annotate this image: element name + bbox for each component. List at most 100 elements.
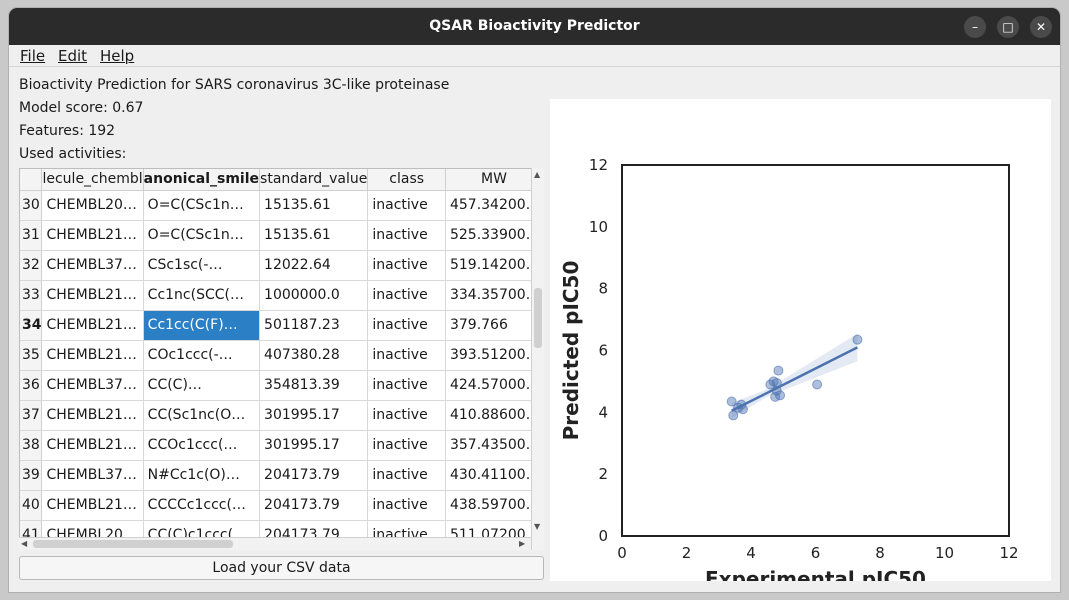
table-row[interactable]: 33 CHEMBL21… Cc1nc(SCC(… 1000000.0 inactive 3…: [20, 280, 543, 311]
cell-mw[interactable]: 424.57000…: [445, 370, 543, 401]
load-csv-button[interactable]: Load your CSV data: [19, 556, 544, 580]
menu-file[interactable]: File: [20, 47, 46, 65]
cell-class[interactable]: inactive: [367, 430, 446, 461]
cell-smiles[interactable]: CCOc1ccc(…: [143, 430, 261, 461]
table-row[interactable]: 37 CHEMBL21… CC(Sc1nc(O… 301995.17 inactive 4…: [20, 400, 543, 431]
cell-class[interactable]: inactive: [367, 460, 446, 491]
row-number[interactable]: 35: [20, 340, 43, 371]
cell-standard-value[interactable]: 501187.23: [259, 310, 369, 341]
row-number[interactable]: 38: [20, 430, 43, 461]
row-number[interactable]: 30: [20, 190, 43, 221]
column-header-molecule-id[interactable]: lecule_chembl: [41, 169, 144, 191]
cell-standard-value[interactable]: 301995.17: [259, 430, 369, 461]
close-icon[interactable]: ✕: [1030, 16, 1052, 38]
table-row[interactable]: 30 CHEMBL20… O=C(CSc1n… 15135.61 inactive 457…: [20, 190, 543, 221]
cell-molecule-id[interactable]: CHEMBL21…: [41, 490, 144, 521]
cell-class[interactable]: inactive: [367, 220, 446, 251]
cell-mw[interactable]: 357.43500…: [445, 430, 543, 461]
cell-smiles[interactable]: Cc1nc(SCC(…: [143, 280, 261, 311]
cell-standard-value[interactable]: 354813.39: [259, 370, 369, 401]
cell-standard-value[interactable]: 204173.79: [259, 490, 369, 521]
column-header-standard-value[interactable]: standard_value: [259, 169, 369, 191]
cell-molecule-id[interactable]: CHEMBL21…: [41, 340, 144, 371]
row-number[interactable]: 37: [20, 400, 43, 431]
cell-mw[interactable]: 519.14200…: [445, 250, 543, 281]
cell-smiles[interactable]: CSc1sc(-…: [143, 250, 261, 281]
cell-class[interactable]: inactive: [367, 340, 446, 371]
cell-class[interactable]: inactive: [367, 310, 446, 341]
cell-mw[interactable]: 379.766: [445, 310, 543, 341]
cell-standard-value[interactable]: 1000000.0: [259, 280, 369, 311]
cell-class[interactable]: inactive: [367, 250, 446, 281]
minimize-icon[interactable]: –: [964, 16, 986, 38]
cell-class[interactable]: inactive: [367, 190, 446, 221]
cell-molecule-id[interactable]: CHEMBL37…: [41, 250, 144, 281]
cell-molecule-id[interactable]: CHEMBL21…: [41, 310, 144, 341]
horizontal-scrollbar[interactable]: ◀ ▶: [19, 537, 531, 550]
vertical-scroll-thumb[interactable]: [534, 288, 542, 348]
table-row[interactable]: 39 CHEMBL37… N#Cc1c(O)… 204173.79 inactive 43…: [20, 460, 543, 491]
cell-mw[interactable]: 393.51200…: [445, 340, 543, 371]
cell-smiles[interactable]: CCCCc1ccc(…: [143, 490, 261, 521]
cell-molecule-id[interactable]: CHEMBL21…: [41, 430, 144, 461]
data-table[interactable]: lecule_chembl anonical_smile standard_va…: [20, 169, 543, 549]
scroll-right-icon[interactable]: ▶: [519, 539, 526, 548]
row-number[interactable]: 34: [20, 310, 43, 341]
cell-standard-value[interactable]: 204173.79: [259, 460, 369, 491]
table-row[interactable]: 36 CHEMBL37… CC(C)… 354813.39 inactive 424.57…: [20, 370, 543, 401]
cell-smiles[interactable]: O=C(CSc1n…: [143, 190, 261, 221]
menu-help[interactable]: Help: [100, 47, 135, 65]
table-row[interactable]: 32 CHEMBL37… CSc1sc(-… 12022.64 inactive 519.…: [20, 250, 543, 281]
cell-mw[interactable]: 410.88600…: [445, 400, 543, 431]
cell-standard-value[interactable]: 15135.61: [259, 190, 369, 221]
cell-mw[interactable]: 430.41100…: [445, 460, 543, 491]
row-number[interactable]: 39: [20, 460, 43, 491]
cell-mw[interactable]: 525.33900…: [445, 220, 543, 251]
table-row[interactable]: 34 CHEMBL21… Cc1cc(C(F)… 501187.23 inactive 3…: [20, 310, 543, 341]
cell-smiles[interactable]: COc1ccc(-…: [143, 340, 261, 371]
cell-standard-value[interactable]: 407380.28: [259, 340, 369, 371]
scroll-down-icon[interactable]: ▼: [534, 522, 541, 531]
cell-molecule-id[interactable]: CHEMBL21…: [41, 280, 144, 311]
cell-class[interactable]: inactive: [367, 280, 446, 311]
cell-molecule-id[interactable]: CHEMBL20…: [41, 190, 144, 221]
row-number[interactable]: 36: [20, 370, 43, 401]
row-number[interactable]: 33: [20, 280, 43, 311]
column-header-class[interactable]: class: [367, 169, 446, 191]
cell-mw[interactable]: 334.35700…: [445, 280, 543, 311]
cell-molecule-id[interactable]: CHEMBL37…: [41, 460, 144, 491]
cell-molecule-id[interactable]: CHEMBL21…: [41, 400, 144, 431]
cell-class[interactable]: inactive: [367, 370, 446, 401]
menu-edit[interactable]: Edit: [58, 47, 88, 65]
cell-mw[interactable]: 438.59700…: [445, 490, 543, 521]
row-number[interactable]: 31: [20, 220, 43, 251]
row-number[interactable]: 32: [20, 250, 43, 281]
cell-molecule-id[interactable]: CHEMBL37…: [41, 370, 144, 401]
cell-smiles[interactable]: O=C(CSc1n…: [143, 220, 261, 251]
table-row[interactable]: 38 CHEMBL21… CCOc1ccc(… 301995.17 inactive 35…: [20, 430, 543, 461]
vertical-scrollbar[interactable]: ▲ ▼: [531, 168, 544, 550]
cell-smiles[interactable]: N#Cc1c(O)…: [143, 460, 261, 491]
cell-class[interactable]: inactive: [367, 490, 446, 521]
scroll-left-icon[interactable]: ◀: [21, 539, 28, 548]
activities-table[interactable]: lecule_chembl anonical_smile standard_va…: [19, 168, 544, 550]
corner-header[interactable]: [20, 169, 43, 191]
column-header-smiles[interactable]: anonical_smile: [143, 169, 261, 191]
cell-standard-value[interactable]: 12022.64: [259, 250, 369, 281]
cell-smiles[interactable]: CC(C)…: [143, 370, 261, 401]
horizontal-scroll-thumb[interactable]: [33, 540, 233, 548]
table-row[interactable]: 40 CHEMBL21… CCCCc1ccc(… 204173.79 inactive 4…: [20, 490, 543, 521]
cell-molecule-id[interactable]: CHEMBL21…: [41, 220, 144, 251]
column-header-mw[interactable]: MW: [445, 169, 543, 191]
cell-smiles[interactable]: Cc1cc(C(F)…: [143, 310, 261, 341]
scroll-up-icon[interactable]: ▲: [534, 170, 541, 179]
maximize-icon[interactable]: □: [997, 16, 1019, 38]
cell-smiles[interactable]: CC(Sc1nc(O…: [143, 400, 261, 431]
cell-standard-value[interactable]: 301995.17: [259, 400, 369, 431]
cell-standard-value[interactable]: 15135.61: [259, 220, 369, 251]
table-row[interactable]: 35 CHEMBL21… COc1ccc(-… 407380.28 inactive 39…: [20, 340, 543, 371]
table-row[interactable]: 31 CHEMBL21… O=C(CSc1n… 15135.61 inactive 525…: [20, 220, 543, 251]
cell-mw[interactable]: 457.34200…: [445, 190, 543, 221]
row-number[interactable]: 40: [20, 490, 43, 521]
cell-class[interactable]: inactive: [367, 400, 446, 431]
